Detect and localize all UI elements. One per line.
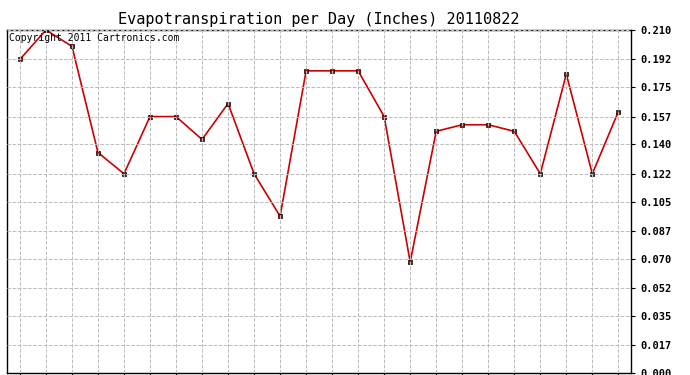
Text: Copyright 2011 Cartronics.com: Copyright 2011 Cartronics.com: [9, 33, 179, 44]
Title: Evapotranspiration per Day (Inches) 20110822: Evapotranspiration per Day (Inches) 2011…: [119, 12, 520, 27]
